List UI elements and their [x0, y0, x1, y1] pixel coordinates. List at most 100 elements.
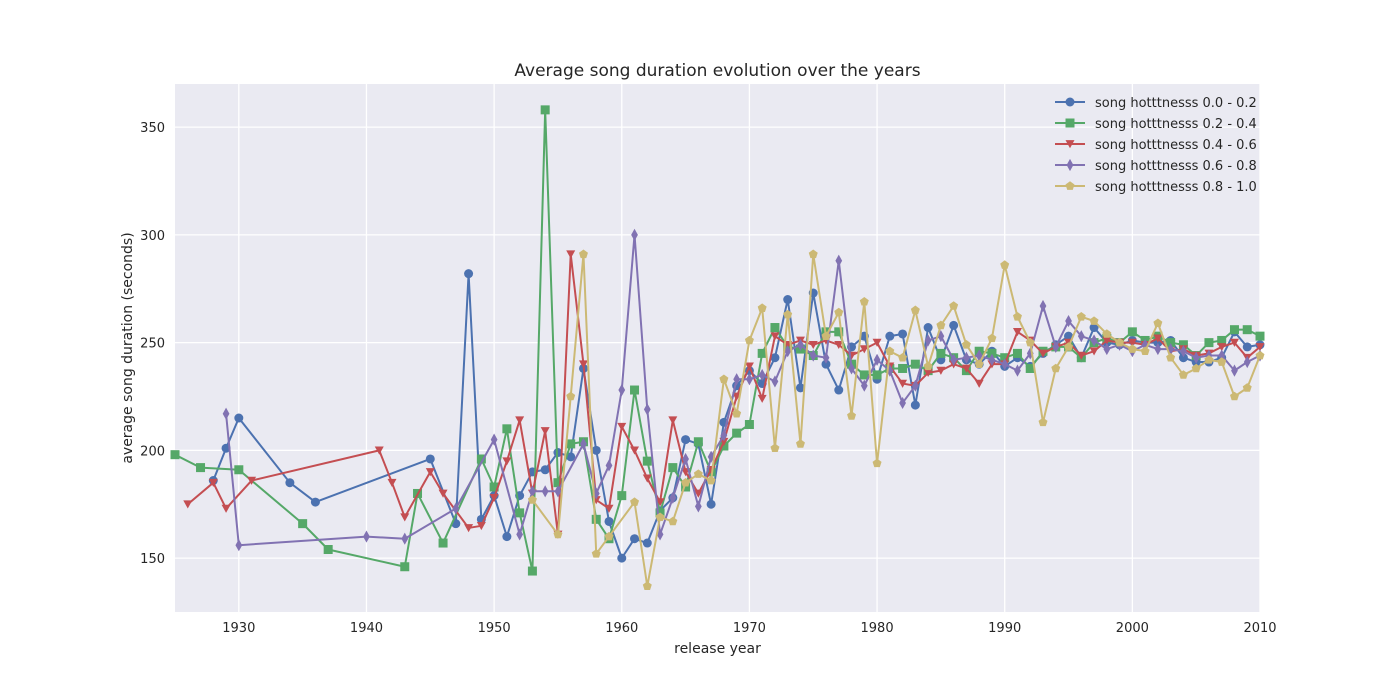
- data-point: [872, 338, 882, 347]
- data-point: [374, 446, 384, 455]
- data-point: [988, 353, 996, 366]
- data-point: [1255, 343, 1265, 352]
- data-point: [490, 433, 498, 446]
- y-tick-label: 250: [140, 337, 165, 352]
- legend-item: song hotttnesss 0.6 - 0.8: [1055, 158, 1257, 174]
- data-point: [746, 373, 753, 386]
- data-point: [974, 359, 984, 368]
- data-point: [1217, 343, 1227, 352]
- data-point: [617, 422, 627, 431]
- data-point: [834, 307, 844, 317]
- data-point: [770, 443, 780, 453]
- data-point: [655, 498, 665, 507]
- data-point: [885, 346, 895, 356]
- data-point: [502, 532, 512, 542]
- data-point: [1243, 355, 1251, 369]
- legend-item: song hotttnesss 0.2 - 0.4: [1055, 117, 1257, 132]
- data-point: [1001, 358, 1009, 371]
- data-point: [401, 532, 409, 545]
- x-axis-label: release year: [674, 641, 761, 657]
- y-tick-label: 300: [140, 229, 165, 244]
- data-point: [668, 463, 678, 473]
- y-tick-label: 150: [140, 552, 165, 567]
- data-point: [936, 348, 946, 358]
- data-point: [323, 545, 333, 555]
- data-point: [489, 493, 499, 503]
- x-tick-label: 1950: [478, 621, 511, 636]
- data-point: [758, 368, 766, 382]
- data-point: [924, 334, 932, 347]
- data-point: [1076, 351, 1086, 360]
- data-point: [566, 452, 576, 462]
- data-point: [247, 476, 257, 485]
- legend: song hotttnesss 0.0 - 0.2 song hotttnesss…: [1055, 96, 1257, 195]
- data-point: [1217, 357, 1227, 366]
- data-point: [719, 374, 729, 384]
- data-point: [221, 504, 231, 513]
- grid-lines: [175, 84, 1261, 612]
- data-point: [668, 416, 678, 425]
- data-point: [1064, 331, 1074, 341]
- data-point: [1076, 312, 1086, 321]
- data-point: [936, 366, 946, 375]
- data-point: [591, 549, 601, 558]
- data-point: [235, 539, 243, 552]
- data-point: [1204, 355, 1214, 364]
- data-point: [1089, 323, 1099, 333]
- data-point: [604, 531, 614, 541]
- data-point: [476, 521, 486, 531]
- data-point: [630, 534, 640, 544]
- data-point: [911, 379, 919, 392]
- x-tick-label: 1960: [605, 621, 638, 636]
- legend-label: song hotttnesss 0.4 - 0.6: [1095, 138, 1257, 153]
- data-point: [860, 379, 868, 392]
- data-point: [553, 448, 563, 458]
- data-point: [963, 351, 970, 364]
- data-point: [1231, 364, 1238, 377]
- data-point: [834, 327, 844, 337]
- data-point: [554, 485, 562, 498]
- series-4: [222, 228, 1264, 552]
- data-point: [694, 500, 702, 513]
- data-point: [425, 454, 435, 464]
- data-point: [1178, 353, 1188, 363]
- data-point: [1102, 329, 1112, 338]
- data-point: [1192, 351, 1200, 364]
- data-point: [898, 379, 908, 388]
- data-point: [643, 403, 651, 416]
- data-point: [618, 383, 626, 397]
- y-tick-label: 350: [140, 121, 165, 136]
- data-point: [438, 489, 448, 498]
- series-5: [527, 249, 1265, 590]
- data-point: [1166, 352, 1176, 362]
- data-point: [1153, 334, 1163, 343]
- data-point: [1204, 338, 1214, 348]
- data-point: [1242, 383, 1252, 392]
- legend-marker: [1065, 181, 1075, 190]
- data-point: [859, 345, 869, 354]
- data-point: [234, 413, 244, 423]
- data-point: [757, 348, 767, 358]
- data-point: [222, 407, 230, 420]
- data-point: [540, 105, 550, 115]
- legend-marker: [1065, 118, 1075, 128]
- data-point: [809, 349, 817, 362]
- x-tick-label: 2010: [1243, 621, 1276, 636]
- data-point: [540, 465, 550, 475]
- data-point: [605, 459, 613, 472]
- data-point: [464, 524, 474, 533]
- data-point: [808, 249, 818, 259]
- data-point: [795, 383, 805, 393]
- data-point: [872, 370, 882, 380]
- data-point: [387, 478, 397, 487]
- data-point: [848, 362, 855, 375]
- data-point: [923, 361, 933, 371]
- legend-label: song hotttnesss 0.8 - 1.0: [1095, 180, 1257, 195]
- data-point: [693, 469, 703, 478]
- data-point: [1178, 340, 1188, 350]
- data-point: [1242, 342, 1252, 352]
- data-point: [1025, 337, 1035, 347]
- data-point: [706, 475, 716, 485]
- data-point: [1166, 338, 1176, 348]
- data-point: [170, 450, 180, 460]
